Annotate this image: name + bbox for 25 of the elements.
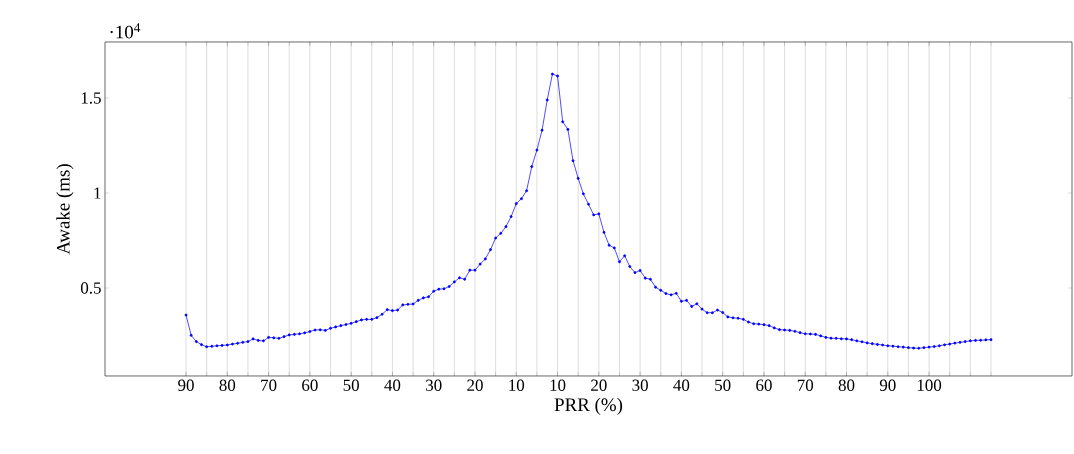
x-tick-label: 90 <box>178 379 194 391</box>
y-tick-label: 1.5 <box>81 92 101 104</box>
x-axis-title: PRR (%) <box>554 397 623 415</box>
x-tick-label: 10 <box>509 379 525 391</box>
x-tick-label: 40 <box>384 379 401 391</box>
x-tick-label: 70 <box>797 379 814 391</box>
x-tick-label: 80 <box>219 379 236 391</box>
x-tick-label: 100 <box>917 379 942 391</box>
x-tick-label: 30 <box>426 379 442 391</box>
text: ·10$^{4}$ <box>110 23 141 39</box>
x-tick-label: 80 <box>838 379 855 391</box>
x-tick-label: 20 <box>467 379 483 391</box>
x-tick-label: 70 <box>261 379 277 391</box>
y-tick-label: 0.5 <box>80 282 101 294</box>
x-tick-label: 50 <box>343 379 359 391</box>
x-tick-label: 60 <box>302 379 318 391</box>
x-tick-label: 50 <box>715 379 731 391</box>
y-axis-title: Awake (ms) <box>56 164 74 255</box>
x-tick-label: 60 <box>756 379 772 391</box>
x-tick-label: 30 <box>632 379 648 391</box>
x-tick-label: 10 <box>550 379 566 391</box>
x-tick-label: 20 <box>591 379 607 391</box>
x-tick-label: 90 <box>879 379 896 391</box>
y-tick-label: 1 <box>94 187 101 199</box>
x-tick-label: 40 <box>673 379 690 391</box>
